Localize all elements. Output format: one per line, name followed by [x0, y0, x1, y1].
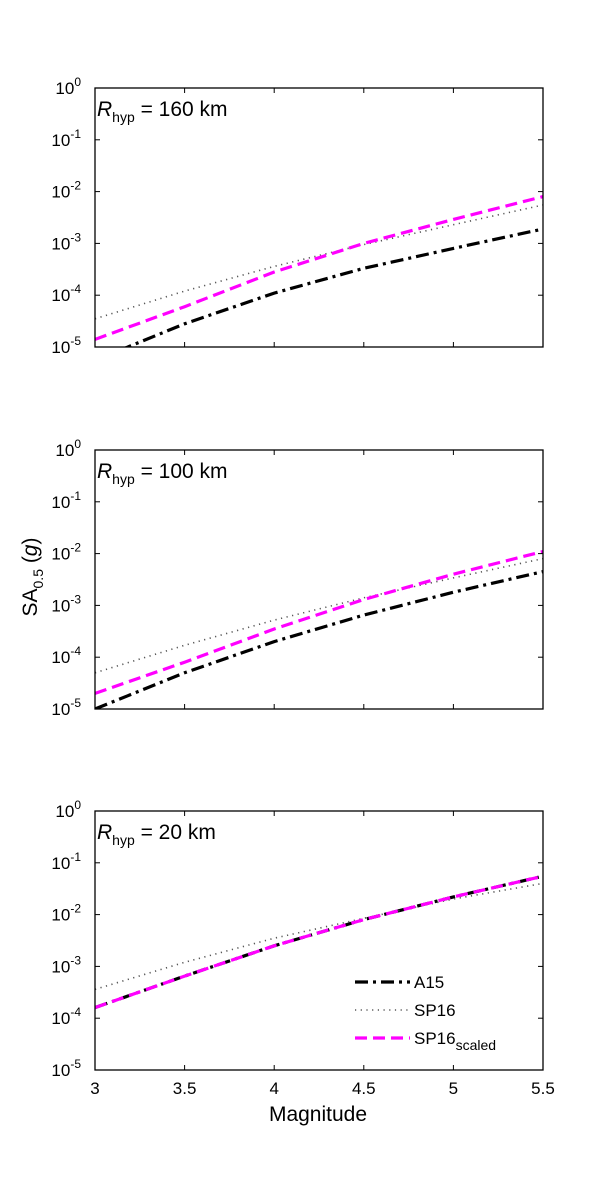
legend-label-sp16s: SP16scaled: [414, 1029, 496, 1053]
series-line-sp16scaled: [95, 549, 543, 695]
series-line-sp16: [95, 882, 543, 991]
plot-frame: [94, 810, 544, 1071]
y-tick-label: 100: [55, 798, 81, 821]
y-tick-label: 100: [55, 437, 81, 460]
series-line-a15: [123, 227, 543, 347]
y-tick-label: 10-4: [51, 282, 81, 305]
x-tick-label: 4.5: [352, 1079, 376, 1098]
x-tick-label: 4: [269, 1079, 278, 1098]
panel-label: Rhyp = 160 km: [97, 98, 228, 125]
series-group: [95, 874, 543, 1010]
y-tick-label: 10-3: [51, 230, 81, 253]
x-axis-title: Magnitude: [269, 1103, 367, 1126]
legend-label-a15: A15: [414, 973, 444, 992]
y-tick-label: 10-2: [51, 179, 81, 202]
legend-label-sp16: SP16: [414, 1001, 456, 1020]
y-tick-label: 10-5: [51, 1057, 81, 1080]
series-group: [95, 195, 543, 347]
y-tick-label: 10-5: [51, 334, 81, 357]
y-tick-label: 10-5: [51, 696, 81, 719]
y-tick-label: 10-1: [51, 489, 81, 512]
panel-3: 10-5 10-4 10-3 10-2 10-1 100 3 3.5 4 4.5 5 5.5 Rhyp …: [51, 798, 554, 1098]
panel-2: 10-5 10-4 10-3 10-2 10-1 100 Rhyp = 100 km: [51, 437, 544, 719]
y-tick-label: 10-4: [51, 1005, 81, 1028]
y-tick-label: 10-2: [51, 902, 81, 925]
legend: A15 SP16 SP16scaled: [355, 973, 496, 1053]
y-tick-label: 10-4: [51, 644, 81, 667]
series-line-sp16: [95, 204, 543, 320]
plot-frame: [94, 87, 544, 348]
series-line-a15: [95, 874, 543, 1010]
x-tick-label: 5.5: [531, 1079, 555, 1098]
y-axis-title: SA0.5 (g): [19, 538, 46, 617]
y-tick-label: 100: [55, 75, 81, 98]
series-line-a15: [95, 570, 543, 709]
y-tick-label: 10-3: [51, 592, 81, 615]
plot-frame: [94, 449, 544, 710]
series-line-sp16scaled: [95, 874, 543, 1010]
y-tick-label: 10-1: [51, 127, 81, 150]
x-tick-label: 3: [90, 1079, 99, 1098]
panel-label: Rhyp = 100 km: [97, 460, 228, 487]
series-group: [95, 549, 543, 709]
y-tick-label: 10-3: [51, 953, 81, 976]
panel-1: 10-5 10-4 10-3 10-2 10-1 100 Rhyp = 160 km: [51, 75, 544, 357]
y-tick-label: 10-1: [51, 850, 81, 873]
panel-label: Rhyp = 20 km: [97, 821, 216, 848]
x-tick-label: 5: [449, 1079, 458, 1098]
y-tick-label: 10-2: [51, 541, 81, 564]
series-line-sp16scaled: [95, 195, 543, 341]
x-tick-label: 3.5: [173, 1079, 197, 1098]
